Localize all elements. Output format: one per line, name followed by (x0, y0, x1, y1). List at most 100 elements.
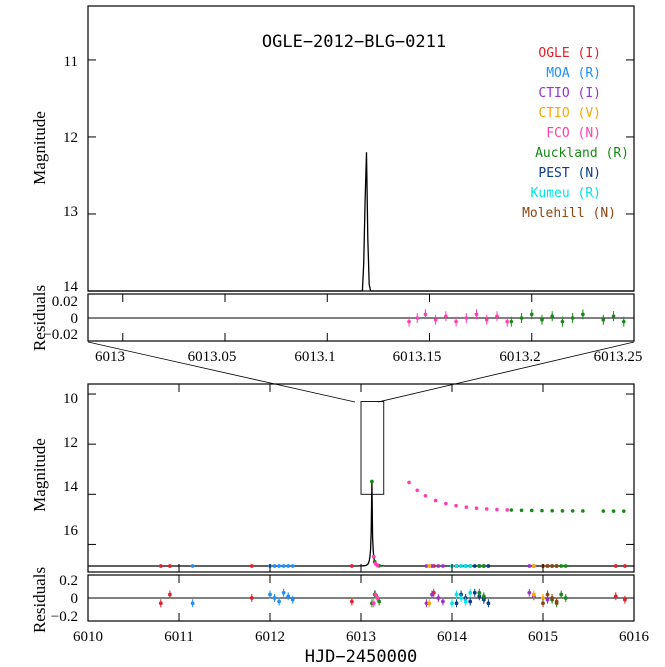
residual-point (454, 319, 458, 324)
ytick-0: 0 (71, 311, 79, 327)
ytick-neg-0.2: −0.2 (51, 609, 78, 625)
data-point (601, 509, 606, 513)
data-point (158, 564, 163, 568)
data-point (286, 564, 291, 568)
xtick-6015: 6015 (528, 629, 558, 645)
data-point (540, 508, 544, 513)
xtick-6016: 6016 (619, 629, 650, 645)
residual-point (505, 319, 510, 324)
residual-point (268, 592, 272, 597)
xtick-6011: 6011 (164, 629, 193, 645)
residual-point (527, 590, 532, 595)
residual-point (481, 594, 486, 599)
residual-point (468, 599, 473, 604)
xtick-6013.25: 6013.25 (594, 349, 643, 365)
data-point (623, 564, 627, 568)
residual-point (277, 599, 281, 604)
data-point (277, 564, 281, 568)
data-point (407, 480, 411, 485)
data-point (484, 507, 489, 511)
residual-point (444, 314, 448, 318)
residual-point (532, 592, 536, 597)
top-magnitude-panel: OGLE−2012−BLG−0211 Magnitude 11 12 13 14… (30, 5, 635, 513)
data-point (463, 564, 468, 568)
ytick-14b: 14 (63, 479, 79, 495)
data-point (249, 564, 254, 568)
residual-point (423, 312, 428, 317)
xtick-6014: 6014 (437, 629, 468, 645)
ytick-0.02: 0.02 (52, 294, 78, 310)
residual-point (286, 594, 291, 599)
residual-point (281, 590, 286, 595)
data-point (495, 507, 499, 512)
data-points (407, 480, 626, 513)
residual-point (529, 312, 534, 317)
data-point (519, 508, 524, 513)
residual-point (550, 314, 555, 318)
residual-point (472, 590, 477, 595)
data-point (454, 564, 459, 568)
residual-point (486, 601, 491, 606)
ytick-13: 13 (63, 204, 78, 220)
data-point (550, 508, 555, 513)
residual-point (272, 596, 277, 600)
residual-point (541, 601, 545, 606)
legend-entry: OGLE (I) (538, 46, 601, 61)
residual-point (468, 590, 473, 595)
legend-entry: CTIO (I) (538, 86, 601, 101)
zoom-box (360, 401, 385, 495)
legend-entry: FCO (N) (546, 126, 601, 141)
data-point (350, 564, 354, 568)
residual-point (290, 597, 295, 602)
data-point (472, 564, 477, 568)
chart-title: OGLE−2012−BLG−0211 (262, 32, 446, 52)
data-point (554, 564, 559, 568)
legend-entry: MOA (R) (546, 66, 601, 81)
data-point (371, 554, 376, 559)
ytick-10: 10 (63, 391, 78, 407)
residual-point (373, 592, 378, 597)
residual-point (484, 318, 489, 322)
residual-points (407, 309, 626, 327)
legend: OGLE (I) MOA (R) CTIO (I) CTIO (V) FCO (… (522, 46, 629, 221)
residual-point (430, 592, 434, 597)
residual-point (611, 314, 616, 318)
data-point (581, 509, 585, 513)
residual-points-full (158, 588, 627, 608)
data-point (375, 563, 380, 568)
bottom-residuals-panel: Residuals 0.2 0 −0.2 6010 6011 6012 6013… (30, 384, 650, 667)
ytick-neg-0.02: −0.02 (43, 327, 78, 343)
data-point (477, 564, 482, 568)
xtick-6013.15: 6013.15 (393, 349, 442, 365)
residual-point (560, 319, 565, 324)
data-point (545, 564, 550, 568)
ytick-0b: 0 (71, 591, 79, 607)
residual-point (545, 592, 550, 597)
data-point (424, 564, 429, 568)
residual-point (613, 594, 618, 599)
data-point (441, 564, 445, 568)
residual-point (621, 319, 626, 324)
data-point (415, 488, 420, 493)
ytick-11: 11 (64, 54, 78, 70)
residual-point (415, 316, 420, 320)
residual-point (436, 596, 441, 600)
data-point (529, 508, 534, 513)
zoom-connector-right (377, 341, 635, 403)
data-point (427, 564, 432, 568)
bottom-residuals-ticks (87, 384, 635, 621)
xtick-6012: 6012 (255, 629, 285, 645)
ytick-14: 14 (63, 279, 79, 295)
data-point (423, 493, 428, 498)
residual-point (559, 592, 564, 597)
top-residuals-ylabel: Residuals (30, 285, 49, 351)
residual-point (581, 312, 585, 317)
data-point (474, 506, 479, 511)
residual-point (540, 318, 544, 322)
ytick-12b: 12 (63, 435, 78, 451)
data-point (459, 564, 463, 568)
residual-point (477, 590, 482, 595)
data-point (532, 564, 536, 568)
data-point (527, 564, 532, 568)
residual-point (158, 601, 163, 606)
